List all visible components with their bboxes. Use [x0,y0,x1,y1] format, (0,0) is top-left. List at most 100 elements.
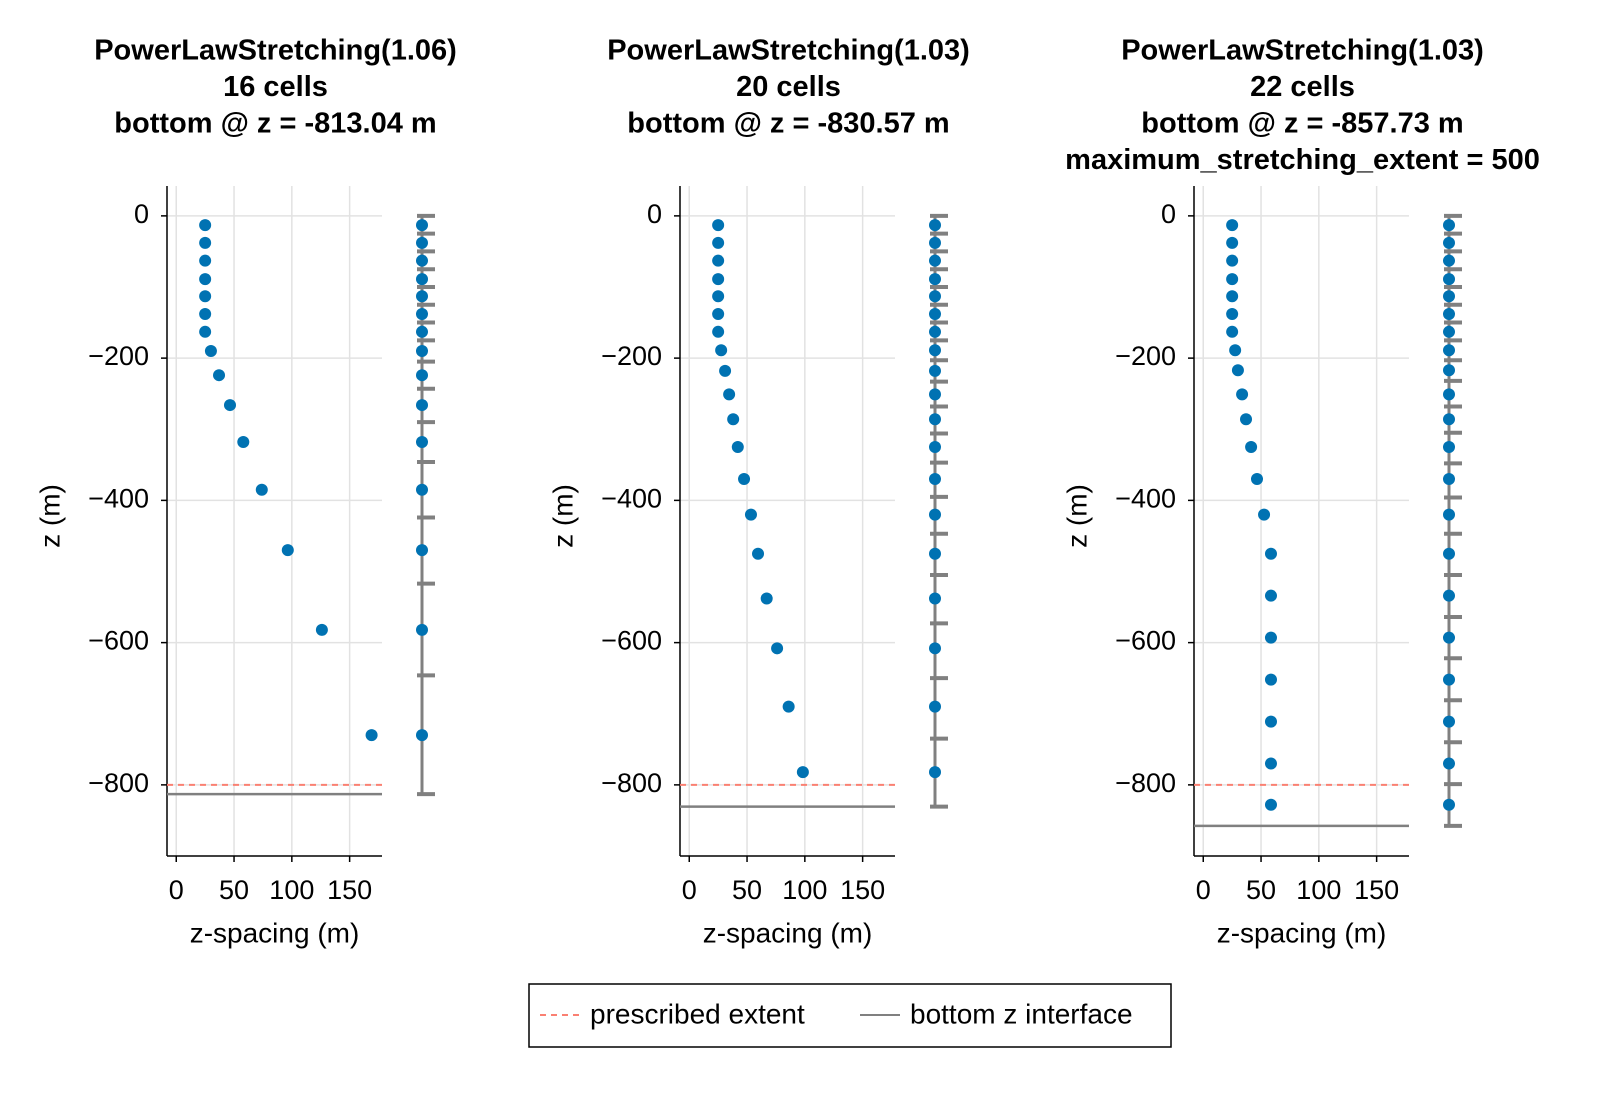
chart-title: bottom @ z = -857.73 m [1141,108,1463,140]
y-tick-label: −200 [601,341,662,371]
point [712,273,725,286]
strip-point [1443,631,1455,644]
strip-point [1443,473,1455,486]
point [752,547,765,560]
point [199,254,212,267]
legend-label: prescribed extent [590,998,805,1029]
strip-point [929,364,941,377]
legend-box [528,983,1172,1048]
y-tick-label: −600 [601,626,662,656]
point [1240,413,1253,426]
strip-point [1443,441,1455,454]
strip-point [1443,508,1455,521]
point [199,290,212,303]
strip-point [929,700,941,713]
strip-point [1443,325,1455,338]
strip-point [929,642,941,655]
point [771,642,784,655]
x-tick-label: 0 [1196,875,1211,905]
strip-point [416,219,428,232]
y-tick-label: 0 [134,199,149,229]
point [1250,473,1263,486]
point [1226,325,1239,338]
point [727,413,740,426]
strip-point [416,483,428,496]
point [199,325,212,338]
strip-point [929,547,941,560]
strip-point [416,325,428,338]
x-tick-label: 0 [682,875,697,905]
x-axis-label: z-spacing (m) [1217,917,1387,948]
point [712,254,725,267]
point [712,219,725,232]
strip-point [416,436,428,449]
x-tick-label: 100 [269,875,314,905]
chart-title: PowerLawStretching(1.06) [94,35,457,67]
point [1264,798,1277,811]
strip-point [929,388,941,401]
strip-point [929,236,941,249]
point [1226,273,1239,286]
strip-point [1443,673,1455,686]
strip-point [416,308,428,321]
strip-point [1443,757,1455,770]
x-tick-label: 50 [1246,875,1276,905]
strip-point [1443,254,1455,267]
strip-point [929,325,941,338]
strip-point [1443,308,1455,321]
strip-point [929,766,941,779]
point [281,544,294,557]
strip-point [929,308,941,321]
strip-point [929,473,941,486]
point [213,369,226,382]
chart-title: bottom @ z = -830.57 m [627,108,949,140]
point [796,766,809,779]
point [1226,290,1239,303]
point [719,364,732,377]
y-tick-label: −600 [1115,626,1176,656]
strip-point [416,623,428,636]
x-tick-label: 50 [219,875,249,905]
point [712,290,725,303]
strip-point [1443,589,1455,602]
strip-point [1443,413,1455,426]
point [782,700,795,713]
point [712,236,725,249]
y-axis-label: z (m) [547,484,578,548]
point [223,399,236,412]
strip-point [929,290,941,303]
y-axis-label: z (m) [1061,484,1092,548]
point [1258,508,1271,521]
point [1226,254,1239,267]
point [315,623,328,636]
point [715,344,728,357]
strip-point [1443,236,1455,249]
y-tick-label: 0 [647,199,662,229]
strip-point [1443,364,1455,377]
strip-point [1443,273,1455,286]
chart-title: PowerLawStretching(1.03) [1121,35,1484,67]
strip-point [416,729,428,742]
point [1226,308,1239,321]
strip-point [1443,290,1455,303]
y-tick-label: −800 [601,768,662,798]
point [199,308,212,321]
x-tick-label: 100 [1296,875,1341,905]
point [1231,364,1244,377]
y-tick-label: −200 [1115,341,1176,371]
strip-point [929,254,941,267]
x-tick-label: 150 [1354,875,1399,905]
chart-title: PowerLawStretching(1.03) [607,35,970,67]
strip-point [416,254,428,267]
y-tick-label: 0 [1161,199,1176,229]
chart-title: maximum_stretching_extent = 500 [1065,144,1540,176]
point [731,441,744,454]
point [1236,388,1249,401]
strip-point [1443,219,1455,232]
point [199,273,212,286]
strip-point [929,273,941,286]
y-tick-label: −400 [601,483,662,513]
strip-point [929,592,941,605]
point [199,219,212,232]
